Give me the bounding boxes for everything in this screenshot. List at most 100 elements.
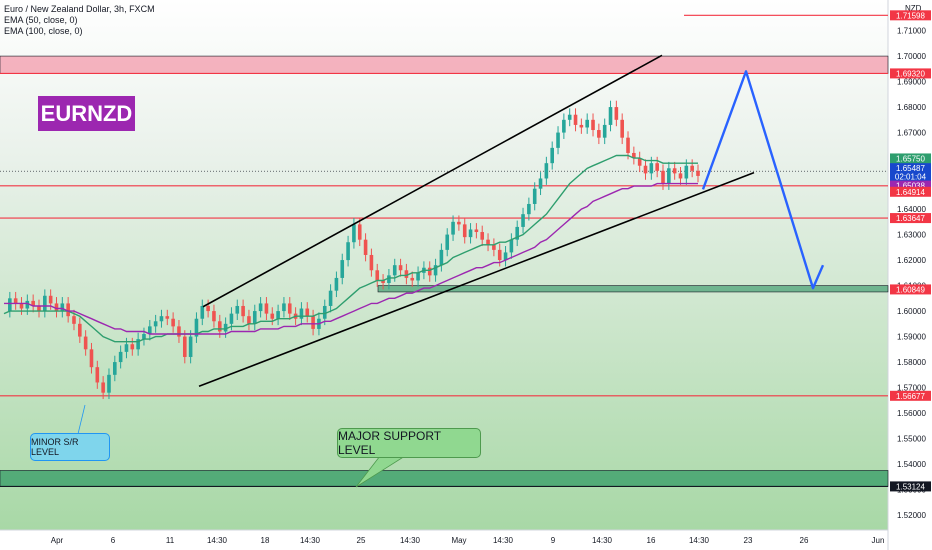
candle-body [573, 114, 578, 125]
candle-body [54, 303, 59, 312]
time-tick-label: Jun [872, 536, 885, 545]
price-tick-label: 1.70000 [897, 52, 926, 61]
candle-body [147, 326, 152, 335]
candle-body [439, 249, 444, 266]
candle-body [457, 221, 461, 225]
candle-body [124, 344, 129, 352]
major-support-callout: MAJOR SUPPORT LEVEL [337, 428, 481, 458]
candle-body [13, 298, 18, 304]
price-label-box [890, 390, 931, 401]
candle-body [282, 303, 286, 312]
candle-body [200, 305, 205, 319]
price-label-box [890, 68, 931, 79]
price-tick-label: 1.62000 [897, 256, 926, 265]
time-axis-background [0, 530, 888, 550]
candle-body [25, 300, 30, 309]
candle-body [416, 272, 420, 281]
candle-body [585, 119, 589, 128]
candle-body [118, 351, 123, 363]
candle-body [445, 234, 450, 250]
time-tick-label: 14:30 [592, 536, 613, 545]
major-callout-pointer [355, 455, 406, 488]
price-label-box [890, 10, 931, 21]
candle-body [410, 277, 415, 281]
price-tick-label: 1.54000 [897, 460, 926, 469]
candle-body [89, 349, 94, 368]
support-zone-major [0, 470, 889, 487]
candle-body [357, 224, 362, 240]
candle-body [387, 275, 391, 284]
price-label-box [890, 171, 931, 182]
projection-path [701, 70, 825, 290]
candle-body [241, 305, 245, 317]
candle-body [206, 305, 210, 312]
time-tick-label: 14:30 [689, 536, 710, 545]
candles-layer [8, 100, 700, 400]
price-tick-label: 1.71000 [897, 27, 926, 36]
currency-label: NZD [905, 4, 922, 13]
zones-layer [0, 55, 889, 487]
candle-body [142, 334, 146, 340]
candle-body [101, 382, 105, 393]
candle-body [113, 362, 117, 375]
candle-body [177, 326, 181, 337]
time-tick-label: 23 [744, 536, 753, 545]
time-tick-label: 11 [166, 536, 175, 545]
axis-layer: 1.710001.700001.690001.680001.670001.660… [51, 4, 931, 545]
candle-body [602, 124, 607, 138]
time-tick-label: 6 [111, 536, 116, 545]
candle-body [468, 229, 473, 238]
candle-body [95, 367, 100, 383]
candle-body [229, 313, 234, 324]
price-label-text: 1.64914 [896, 188, 925, 197]
time-tick-label: 14:30 [207, 536, 228, 545]
price-label-text: 1.65487 [896, 164, 925, 173]
ema100-legend[interactable]: EMA (100, close, 0) [4, 26, 83, 36]
candle-body [165, 316, 170, 319]
time-tick-label: May [451, 536, 466, 545]
symbol-title[interactable]: Euro / New Zealand Dollar, 3h, FXCM [4, 4, 155, 14]
ema100-line [4, 182, 698, 335]
candle-body [235, 305, 240, 314]
time-tick-label: 9 [551, 536, 556, 545]
candle-body [188, 336, 193, 357]
price-tick-label: 1.69000 [897, 78, 926, 87]
candle-body [217, 321, 222, 332]
candle-body [509, 239, 514, 253]
candle-body [591, 119, 595, 131]
price-label-text: 1.65750 [896, 154, 925, 163]
time-tick-label: 14:30 [300, 536, 321, 545]
candle-body [527, 203, 531, 215]
candle-body [579, 124, 584, 128]
candle-body [182, 336, 187, 357]
candle-body [171, 318, 175, 327]
candle-body [72, 316, 76, 324]
price-label-text: 1.69320 [896, 69, 925, 78]
time-tick-label: 18 [261, 536, 270, 545]
candle-body [532, 188, 537, 204]
ema50-legend[interactable]: EMA (50, close, 0) [4, 15, 78, 25]
candle-body [614, 107, 619, 120]
pair-label-box: EURNZD [38, 96, 135, 131]
price-label-box [890, 284, 931, 295]
price-label-text: 1.63647 [896, 214, 925, 223]
candle-body [462, 224, 467, 238]
candle-body [334, 277, 339, 291]
resistance-zone [0, 55, 889, 74]
candle-body [643, 165, 648, 174]
candle-body [276, 311, 280, 319]
chart-legend: Euro / New Zealand Dollar, 3h, FXCM EMA … [4, 4, 155, 37]
candle-body [649, 163, 654, 174]
candle-body [153, 321, 158, 327]
candle-body [480, 232, 485, 240]
price-tick-label: 1.58000 [897, 358, 926, 367]
price-label-text: 1.71598 [896, 11, 925, 20]
candle-body [223, 323, 228, 332]
price-label-box [890, 180, 931, 191]
time-tick-label: 25 [357, 536, 366, 545]
ema50-line [3, 154, 698, 343]
candle-body [375, 270, 380, 281]
candle-body [247, 316, 251, 324]
candle-body [43, 295, 47, 312]
